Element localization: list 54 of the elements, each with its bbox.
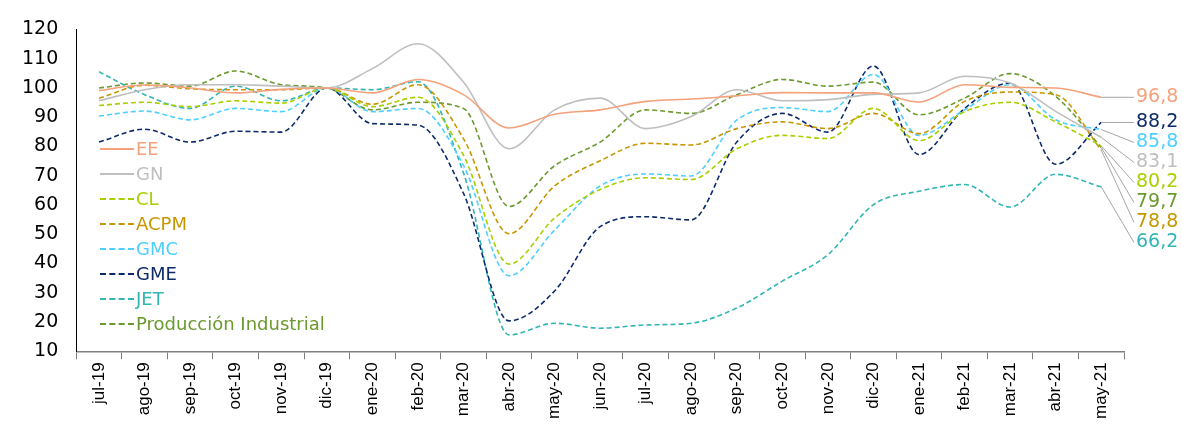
x-tick-label: dic-20 xyxy=(863,362,883,409)
x-tick-label: sep-20 xyxy=(726,362,746,415)
legend-label: GMC xyxy=(136,237,179,261)
legend-label: JET xyxy=(136,287,164,311)
y-tick-label: 60 xyxy=(34,191,59,214)
x-tick-label: oct-20 xyxy=(772,362,792,410)
x-tick-label: mar-20 xyxy=(453,362,473,417)
y-tick-label: 20 xyxy=(34,308,59,331)
x-tick-label: may-20 xyxy=(544,362,564,419)
y-tick-label: 100 xyxy=(22,74,59,97)
x-tick-label: abr-21 xyxy=(1045,362,1065,412)
line-series xyxy=(98,78,1103,129)
x-tick-label: nov-19 xyxy=(270,362,290,415)
x-tick-label: ago-20 xyxy=(680,362,700,416)
x-tick-label: jul-19 xyxy=(88,362,108,405)
x-tick-label: jul-20 xyxy=(635,362,655,405)
x-tick-label: ene-20 xyxy=(362,362,382,416)
y-tick-label: 80 xyxy=(34,133,59,156)
x-tick-label: oct-19 xyxy=(225,362,245,410)
y-tick-label: 10 xyxy=(34,338,59,361)
legend-label: CL xyxy=(136,187,159,211)
data-label: 66,2 xyxy=(1136,229,1179,252)
x-tick-label: feb-21 xyxy=(954,362,974,411)
x-tick-label: feb-20 xyxy=(407,362,427,411)
legend-label: ACPM xyxy=(136,212,187,236)
data-label: 79,7 xyxy=(1136,189,1179,212)
y-tick-label: 110 xyxy=(22,45,59,68)
x-tick-label: mar-21 xyxy=(999,362,1019,417)
x-tick-label: ago-19 xyxy=(134,362,154,416)
x-tick-label: sep-19 xyxy=(179,362,199,415)
y-tick-label: 40 xyxy=(34,250,59,273)
data-label: 78,8 xyxy=(1136,209,1179,232)
line-series xyxy=(98,70,1103,208)
x-tick-label: abr-20 xyxy=(498,362,518,412)
y-tick-label: 50 xyxy=(34,221,59,244)
y-tick-label: 70 xyxy=(34,162,59,185)
legend-label: GN xyxy=(136,162,164,186)
x-tick-label: nov-20 xyxy=(817,362,837,415)
x-tick-label: dic-19 xyxy=(316,362,336,409)
legend-label: GME xyxy=(136,262,177,286)
x-tick-label: may-21 xyxy=(1090,362,1110,419)
x-tick-label: ene-21 xyxy=(908,362,928,416)
data-label: 85,8 xyxy=(1136,129,1179,152)
data-label: 80,2 xyxy=(1136,169,1179,192)
data-label: 88,2 xyxy=(1136,109,1179,132)
x-tick-label: jun-20 xyxy=(589,362,609,411)
legend-label: Producción Industrial xyxy=(136,312,325,336)
y-tick-label: 30 xyxy=(34,279,59,302)
data-label: 96,8 xyxy=(1136,84,1179,107)
legend-label: EE xyxy=(136,137,159,161)
y-tick-label: 90 xyxy=(34,104,59,127)
y-tick-label: 120 xyxy=(22,16,59,39)
data-label: 83,1 xyxy=(1136,149,1179,172)
line-series xyxy=(98,83,1103,235)
